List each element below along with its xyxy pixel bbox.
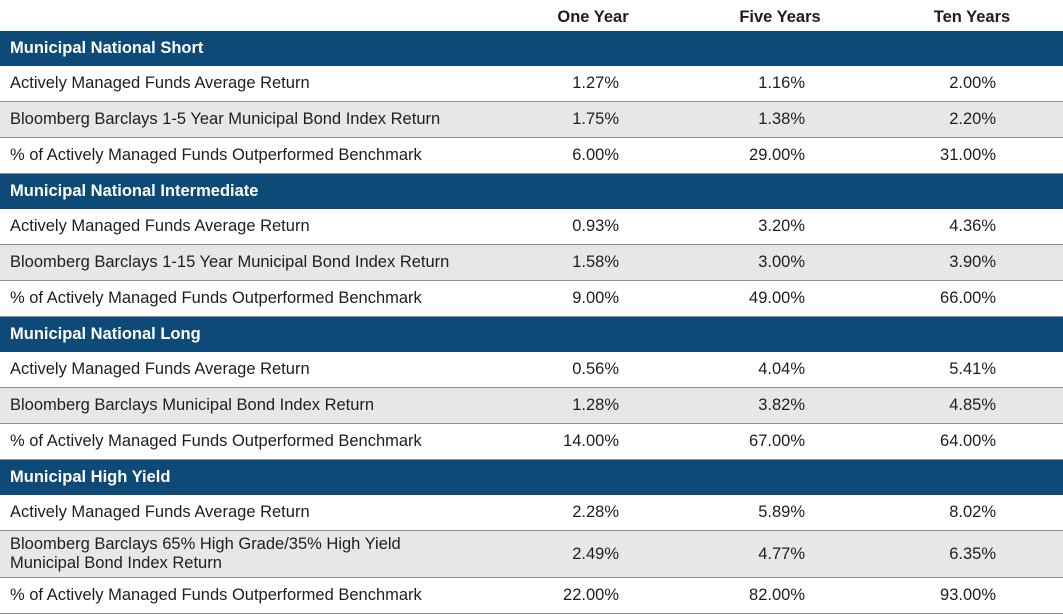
cell-value: 67.00% [749, 432, 805, 450]
column-header-ten-years: Ten Years [933, 8, 1011, 26]
column-header-five-years: Five Years [739, 8, 821, 26]
cell-value: 9.00% [572, 289, 619, 307]
cell-value: 93.00% [940, 586, 996, 604]
section-title: Municipal National Long [10, 324, 201, 343]
table-row: Actively Managed Funds Average Return 0.5… [0, 352, 1063, 388]
cell-value: 0.93% [572, 217, 619, 235]
cell-value: 49.00% [749, 289, 805, 307]
cell-value: 5.89% [758, 503, 805, 521]
cell-value: 5.41% [949, 360, 996, 378]
cell-value: 3.82% [758, 396, 805, 414]
table-body: Municipal National Short Actively Managed… [0, 31, 1063, 614]
section-header-row: Municipal National Intermediate [0, 174, 1063, 209]
row-label: Actively Managed Funds Average Return [10, 360, 310, 378]
cell-value: 4.04% [758, 360, 805, 378]
cell-value: 22.00% [563, 586, 619, 604]
row-label: % of Actively Managed Funds Outperformed… [10, 289, 422, 307]
cell-value: 4.85% [949, 396, 996, 414]
row-label: Actively Managed Funds Average Return [10, 217, 310, 235]
cell-value: 8.02% [949, 503, 996, 521]
row-label: % of Actively Managed Funds Outperformed… [10, 432, 422, 450]
cell-value: 82.00% [749, 586, 805, 604]
cell-value: 4.77% [758, 544, 805, 563]
table-row: Actively Managed Funds Average Return 2.2… [0, 495, 1063, 531]
cell-value: 2.28% [572, 503, 619, 521]
table-row: % of Actively Managed Funds Outperformed… [0, 281, 1063, 317]
cell-value: 1.28% [572, 396, 619, 414]
row-label: % of Actively Managed Funds Outperformed… [10, 586, 422, 604]
table-row: Bloomberg Barclays 1-5 Year Municipal Bo… [0, 102, 1063, 138]
cell-value: 3.00% [758, 253, 805, 271]
cell-value: 1.16% [758, 74, 805, 92]
row-label: Bloomberg Barclays Municipal Bond Index … [10, 396, 375, 414]
section-header-row: Municipal National Long [0, 317, 1063, 352]
table-row: % of Actively Managed Funds Outperformed… [0, 578, 1063, 614]
table-row: Bloomberg Barclays 1-15 Year Municipal B… [0, 245, 1063, 281]
table-row: Actively Managed Funds Average Return 1.2… [0, 66, 1063, 102]
cell-value: 2.49% [572, 544, 619, 563]
cell-value: 0.56% [572, 360, 619, 378]
row-label: % of Actively Managed Funds Outperformed… [10, 146, 422, 164]
table-row: Actively Managed Funds Average Return 0.9… [0, 209, 1063, 245]
table-row: Bloomberg Barclays Municipal Bond Index … [0, 388, 1063, 424]
table-row: Bloomberg Barclays 65% High Grade/35% Hi… [0, 531, 1063, 578]
cell-value: 31.00% [940, 146, 996, 164]
row-label: Actively Managed Funds Average Return [10, 503, 310, 521]
column-header-one-year: One Year [557, 8, 629, 26]
cell-value: 6.35% [949, 544, 996, 563]
cell-value: 3.20% [758, 217, 805, 235]
row-label: Bloomberg Barclays 65% High Grade/35% Hi… [10, 535, 401, 572]
cell-value: 1.38% [758, 110, 805, 128]
cell-value: 1.75% [572, 110, 619, 128]
section-title: Municipal National Short [10, 38, 204, 57]
section-header-row: Municipal High Yield [0, 460, 1063, 495]
cell-value: 2.20% [949, 110, 996, 128]
cell-value: 14.00% [563, 432, 619, 450]
cell-value: 66.00% [940, 289, 996, 307]
table-row: % of Actively Managed Funds Outperformed… [0, 138, 1063, 174]
cell-value: 6.00% [572, 146, 619, 164]
row-label: Bloomberg Barclays 1-5 Year Municipal Bo… [10, 110, 441, 128]
cell-value: 64.00% [940, 432, 996, 450]
cell-value: 29.00% [749, 146, 805, 164]
row-label: Bloomberg Barclays 1-15 Year Municipal B… [10, 253, 450, 271]
section-title: Municipal National Intermediate [10, 181, 259, 200]
cell-value: 4.36% [949, 217, 996, 235]
cell-value: 3.90% [949, 253, 996, 271]
cell-value: 2.00% [949, 74, 996, 92]
cell-value: 1.58% [572, 253, 619, 271]
section-header-row: Municipal National Short [0, 31, 1063, 66]
table-header-row: One Year Five Years Ten Years [0, 0, 1063, 31]
cell-value: 1.27% [572, 74, 619, 92]
section-title: Municipal High Yield [10, 467, 171, 486]
row-label: Actively Managed Funds Average Return [10, 74, 310, 92]
table-row: % of Actively Managed Funds Outperformed… [0, 424, 1063, 460]
